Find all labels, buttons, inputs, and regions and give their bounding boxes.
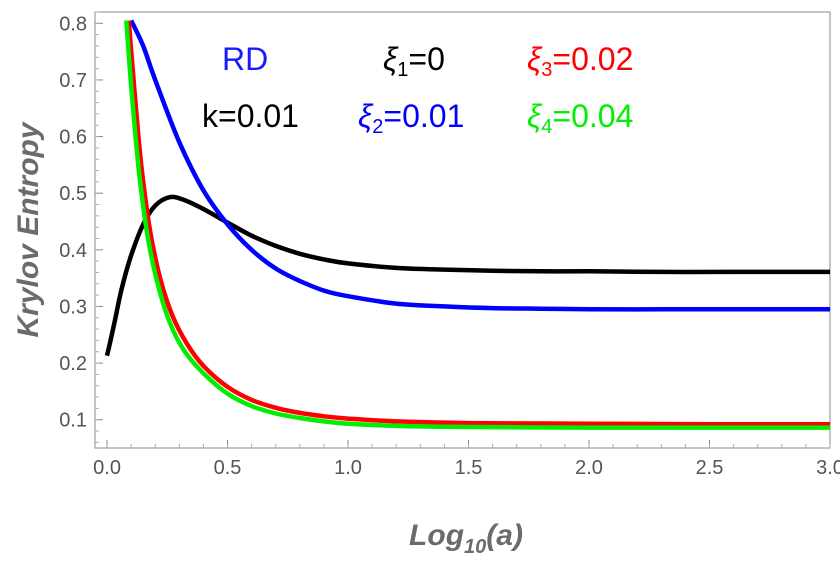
x-axis: 0.0 0.5 1.0 1.5 2.0 2.5 3.0: [93, 440, 840, 479]
y-tick-label: 0.7: [59, 70, 87, 92]
legend-entry-xi3: ξ3=0.02: [527, 41, 633, 81]
x-tick-label: 1.5: [455, 457, 483, 479]
x-tick-label: 0.0: [93, 457, 121, 479]
y-axis-title: Krylov Entropy: [12, 121, 45, 337]
legend-entry-xi2: ξ2=0.01: [358, 98, 464, 138]
x-axis-title: Log10(a): [409, 519, 523, 558]
k-label: k=0.01: [202, 98, 299, 134]
plot-frame: [94, 11, 831, 449]
series-lines: [104, 19, 831, 430]
model-label: RD: [222, 41, 268, 77]
series-line-xi2: [129, 19, 830, 312]
series-line-xi3: [126, 20, 831, 427]
legend-entry-xi1: ξ1=0: [383, 41, 445, 81]
series-line-xi1: [104, 194, 830, 357]
y-tick-label: 0.2: [59, 353, 87, 375]
x-tick-label: 3.0: [816, 457, 840, 479]
y-tick-label: 0.8: [59, 13, 87, 35]
legend-entry-xi4: ξ4=0.04: [527, 98, 633, 138]
x-tick-label: 2.5: [696, 457, 724, 479]
y-tick-label: 0.1: [59, 410, 87, 432]
series-line-xi4: [124, 20, 830, 430]
y-tick-label: 0.6: [59, 127, 87, 149]
y-tick-label: 0.4: [59, 240, 87, 262]
x-tick-label: 1.0: [334, 457, 362, 479]
y-tick-label: 0.5: [59, 183, 87, 205]
x-tick-label: 2.0: [575, 457, 603, 479]
y-axis: 0.1 0.2 0.3 0.4 0.5 0.6 0.7 0.8: [59, 11, 103, 443]
y-tick-label: 0.3: [59, 296, 87, 318]
x-tick-label: 0.5: [214, 457, 242, 479]
